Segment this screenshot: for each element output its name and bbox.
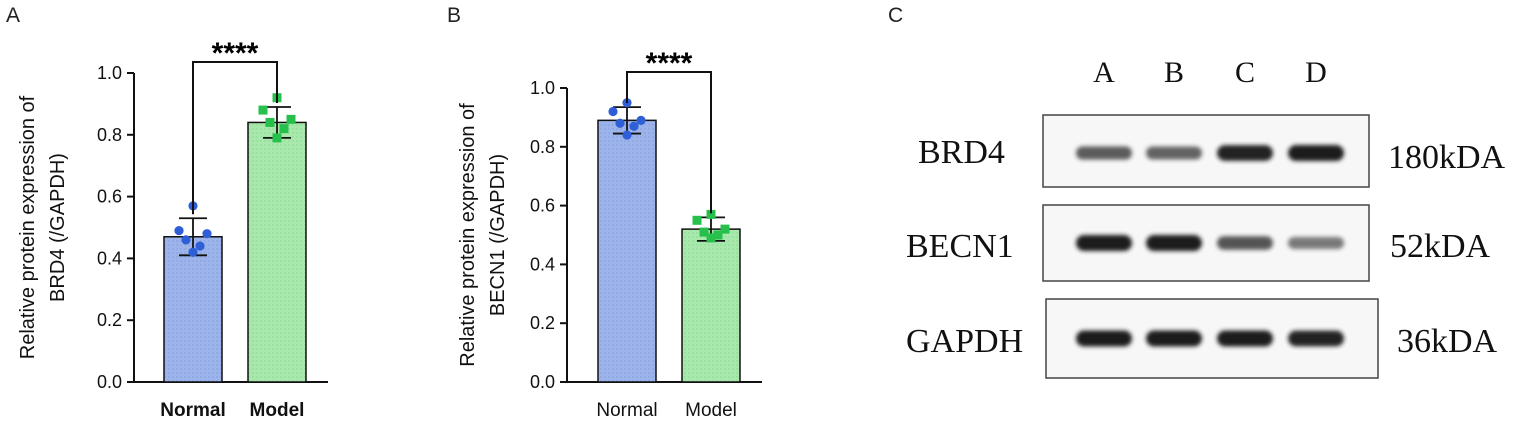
molecular-weight-label: 36kDA — [1397, 323, 1498, 360]
data-point — [608, 106, 618, 117]
blot-band — [1076, 146, 1132, 160]
significance-bracket — [192, 61, 278, 215]
y-tick-label: 0.4 — [530, 254, 555, 274]
blot-row-brd4: BRD4 180kDA — [918, 114, 1506, 188]
y-tick-label: 0.0 — [530, 372, 555, 392]
category-label: Model — [250, 400, 305, 421]
category-label: Model — [685, 400, 737, 421]
data-point — [699, 227, 709, 237]
y-axis-label-line: Relative protein expression of — [457, 103, 479, 367]
data-point — [636, 115, 646, 125]
blot-band — [1288, 236, 1344, 250]
significance-brd4: **** — [192, 37, 278, 215]
bars-brd4: Normal Model — [160, 106, 307, 421]
blot-band — [1146, 330, 1202, 347]
protein-label: BRD4 — [918, 134, 1005, 171]
y-tick-label: 0.6 — [530, 196, 555, 216]
data-point — [272, 133, 282, 143]
y-axis-label-brd4: Relative protein expression of BRD4 (/GAP… — [17, 95, 69, 359]
blot-band — [1146, 235, 1202, 251]
y-tick-label: 0.2 — [530, 313, 555, 333]
data-point — [202, 229, 212, 239]
y-tick-label: 0.0 — [97, 372, 122, 392]
blot-band — [1076, 235, 1132, 251]
lane-label-c: C — [1235, 56, 1255, 89]
blot-band — [1288, 330, 1344, 347]
y-axis-label-line: Relative protein expression of — [17, 95, 39, 359]
blot-band — [1217, 236, 1273, 250]
y-tick-label: 0.8 — [97, 125, 122, 145]
significance-label: **** — [212, 37, 259, 70]
category-label: Normal — [160, 400, 225, 421]
data-point — [181, 235, 191, 245]
data-point — [720, 224, 730, 234]
data-point — [692, 215, 702, 225]
blot-band — [1288, 145, 1344, 161]
bars-becn1: Normal Model — [596, 106, 741, 421]
data-point — [195, 241, 205, 251]
lane-label-a: A — [1093, 56, 1115, 89]
y-tick-label: 1.0 — [97, 63, 122, 83]
lane-label-b: B — [1164, 56, 1184, 89]
bar-model — [247, 121, 307, 383]
blot-rows: BRD4 180kDA BECN1 52kDA GAPDH 36kDA — [906, 114, 1506, 379]
blot-band — [1076, 330, 1132, 347]
blot-row-becn1: BECN1 52kDA — [906, 204, 1491, 282]
y-tick-label: 0.2 — [97, 310, 122, 330]
y-tick-label: 1.0 — [530, 78, 555, 98]
molecular-weight-label: 52kDA — [1390, 228, 1491, 265]
data-point — [706, 209, 716, 219]
y-tick-label: 0.6 — [97, 187, 122, 207]
significance-bracket — [626, 71, 712, 214]
data-point — [713, 230, 723, 240]
blot-row-gapdh: GAPDH 36kDA — [906, 298, 1498, 379]
category-label: Normal — [596, 400, 657, 421]
blot-lane-labels: A B C D — [1093, 56, 1327, 89]
y-tick-label: 0.4 — [97, 248, 122, 268]
data-point — [286, 114, 296, 124]
molecular-weight-label: 180kDA — [1388, 139, 1506, 176]
significance-label: **** — [646, 47, 693, 80]
significance-becn1: **** — [626, 47, 712, 214]
chart-becn1: B Relative protein expression of BECN1 (/… — [447, 4, 762, 421]
bar-normal — [597, 119, 657, 383]
blot-band — [1217, 145, 1273, 161]
data-point — [265, 117, 275, 127]
y-axis-label-line: BECN1 (/GAPDH) — [487, 154, 509, 316]
data-point — [258, 105, 268, 115]
western-blot: C A B C D BRD4 180kDA BECN1 52kDA GAPDH 36kDA — [888, 4, 1506, 379]
protein-label: GAPDH — [906, 323, 1023, 360]
data-point — [174, 225, 184, 236]
data-point — [629, 121, 639, 131]
bar-model — [681, 228, 741, 383]
data-point — [615, 118, 625, 128]
protein-label: BECN1 — [906, 228, 1014, 265]
panel-letter-a: A — [6, 4, 20, 27]
blot-band — [1146, 146, 1202, 160]
lane-label-d: D — [1305, 56, 1327, 89]
y-tick-label: 0.8 — [530, 137, 555, 157]
panel-letter-b: B — [447, 4, 461, 27]
data-point — [622, 130, 632, 140]
bar-normal — [163, 236, 223, 383]
data-point — [279, 124, 289, 134]
data-point — [706, 233, 716, 243]
y-axis-label-becn1: Relative protein expression of BECN1 (/GA… — [457, 103, 509, 367]
y-axis-label-line: BRD4 (/GAPDH) — [47, 153, 69, 302]
points-brd4 — [174, 93, 296, 257]
chart-brd4: A Relative protein expression of BRD4 (/G… — [6, 4, 328, 421]
data-point — [188, 247, 198, 257]
panel-letter-c: C — [888, 4, 903, 27]
blot-band — [1217, 330, 1273, 347]
